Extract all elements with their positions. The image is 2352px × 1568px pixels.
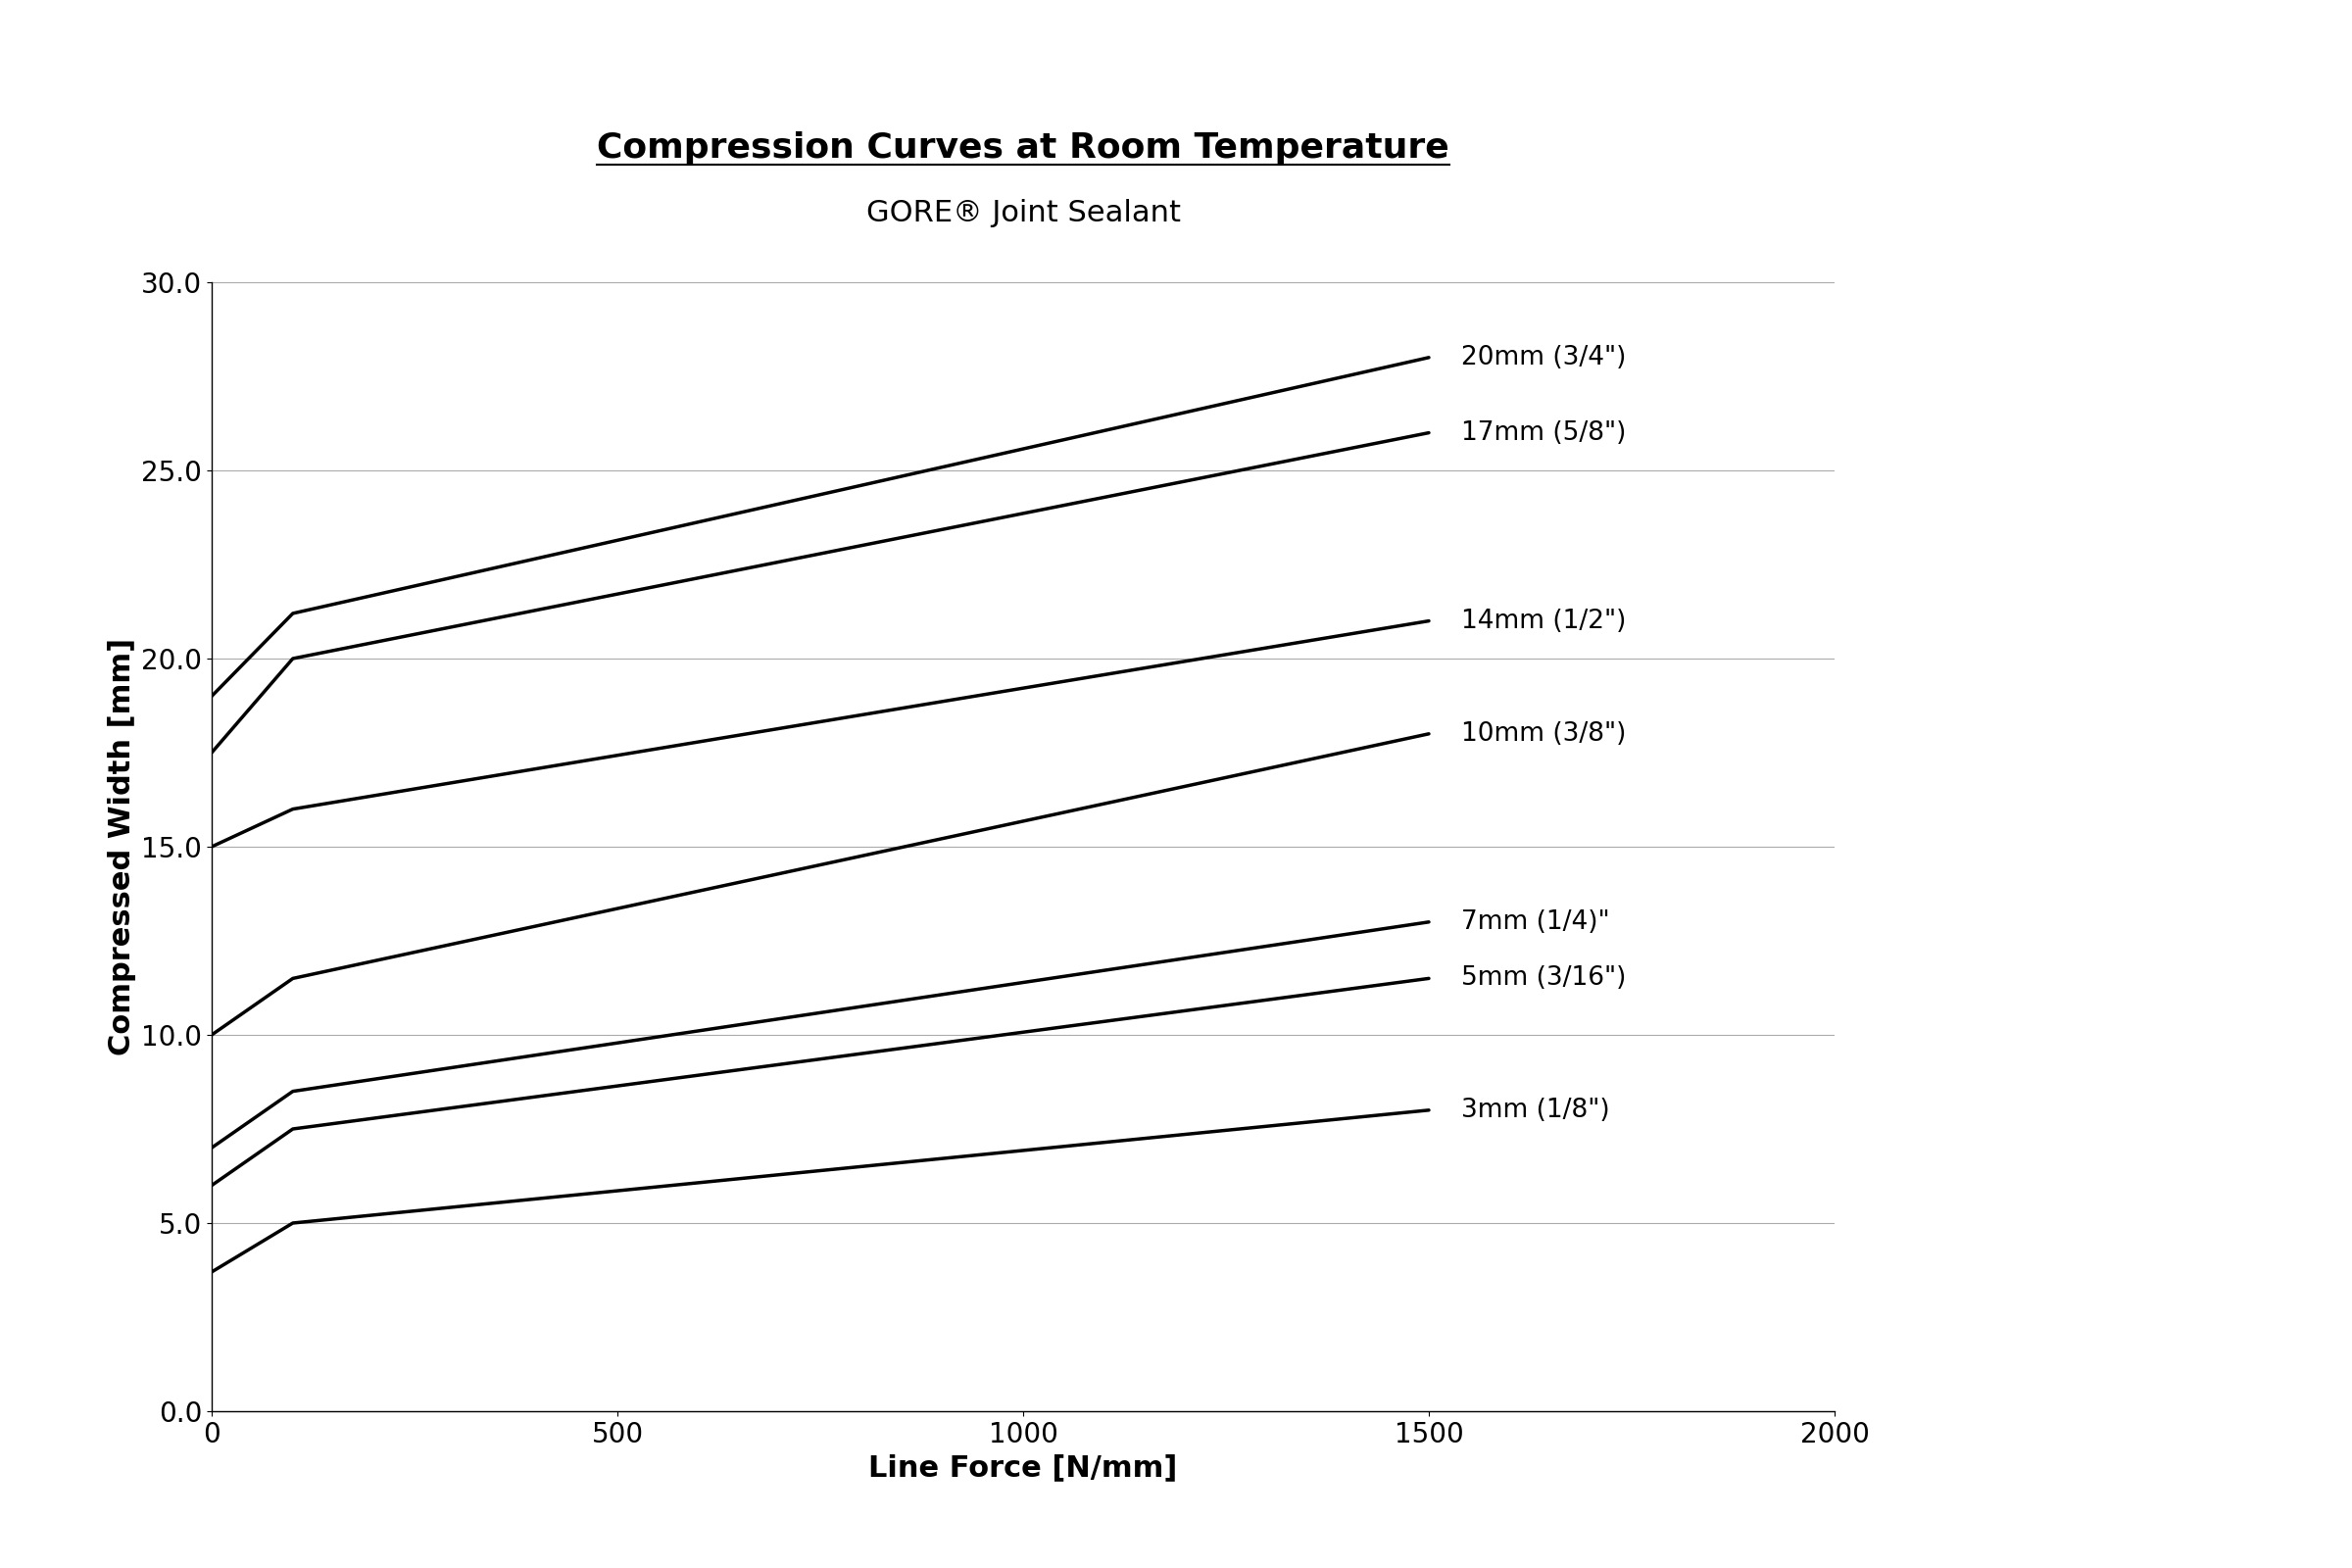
Text: 17mm (5/8"): 17mm (5/8") [1461,420,1625,445]
Text: 7mm (1/4)": 7mm (1/4)" [1461,909,1609,935]
X-axis label: Line Force [N/mm]: Line Force [N/mm] [868,1454,1178,1482]
Text: 5mm (3/16"): 5mm (3/16") [1461,966,1625,991]
Text: Compression Curves at Room Temperature: Compression Curves at Room Temperature [597,132,1449,165]
Text: 14mm (1/2"): 14mm (1/2") [1461,608,1625,633]
Text: GORE® Joint Sealant: GORE® Joint Sealant [866,199,1181,227]
Text: 20mm (3/4"): 20mm (3/4") [1461,345,1625,370]
Text: 3mm (1/8"): 3mm (1/8") [1461,1098,1609,1123]
Text: 10mm (3/8"): 10mm (3/8") [1461,721,1625,746]
Y-axis label: Compressed Width [mm]: Compressed Width [mm] [108,638,136,1055]
